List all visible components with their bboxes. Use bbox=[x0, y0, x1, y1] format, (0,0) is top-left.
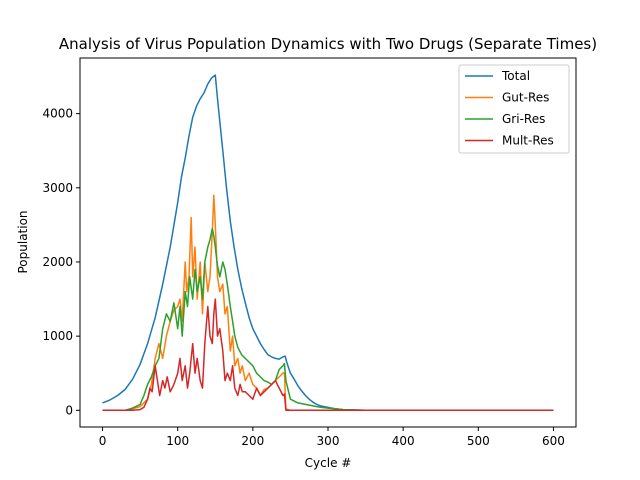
legend: Total Gut-Res Gri-Res Mult-Res bbox=[458, 64, 570, 154]
series-line-gri-res bbox=[102, 227, 554, 412]
legend-box bbox=[458, 64, 570, 154]
x-tick-label: 0 bbox=[99, 434, 107, 448]
y-tick-label: 3000 bbox=[42, 181, 73, 195]
series-layer bbox=[102, 74, 554, 412]
y-tick-label: 4000 bbox=[42, 107, 73, 121]
x-tick-label: 300 bbox=[317, 434, 340, 448]
x-tick-label: 500 bbox=[467, 434, 490, 448]
legend-label-total: Total bbox=[501, 69, 530, 83]
x-axis-label: Cycle # bbox=[305, 456, 352, 470]
legend-label-mult-res: Mult-Res bbox=[502, 134, 554, 148]
legend-label-gut-res: Gut-Res bbox=[502, 91, 549, 105]
x-tick-label: 100 bbox=[166, 434, 189, 448]
y-tick-label: 2000 bbox=[42, 255, 73, 269]
y-tick-label: 0 bbox=[65, 403, 73, 417]
x-tick-label: 200 bbox=[241, 434, 264, 448]
y-axis: 0 1000 2000 3000 4000 bbox=[42, 107, 80, 417]
y-axis-label: Population bbox=[16, 210, 30, 273]
x-axis: 0 100 200 300 400 500 600 bbox=[99, 427, 565, 448]
series-line-gut-res bbox=[102, 194, 554, 412]
legend-label-gri-res: Gri-Res bbox=[502, 112, 545, 126]
series-line-total bbox=[102, 74, 554, 412]
y-tick-label: 1000 bbox=[42, 329, 73, 343]
series-line-mult-res bbox=[102, 298, 554, 412]
x-tick-label: 600 bbox=[542, 434, 565, 448]
x-tick-label: 400 bbox=[392, 434, 415, 448]
chart-title: Analysis of Virus Population Dynamics wi… bbox=[59, 35, 597, 53]
